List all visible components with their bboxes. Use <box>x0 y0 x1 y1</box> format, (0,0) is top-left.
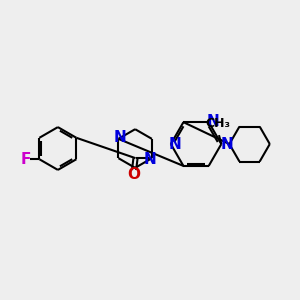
Text: N: N <box>206 114 219 129</box>
Text: N: N <box>220 136 233 152</box>
Text: F: F <box>20 152 31 167</box>
Text: N: N <box>169 137 181 152</box>
Text: CH₃: CH₃ <box>206 117 231 130</box>
Text: N: N <box>144 152 157 167</box>
Text: O: O <box>128 167 140 182</box>
Text: N: N <box>113 130 126 145</box>
